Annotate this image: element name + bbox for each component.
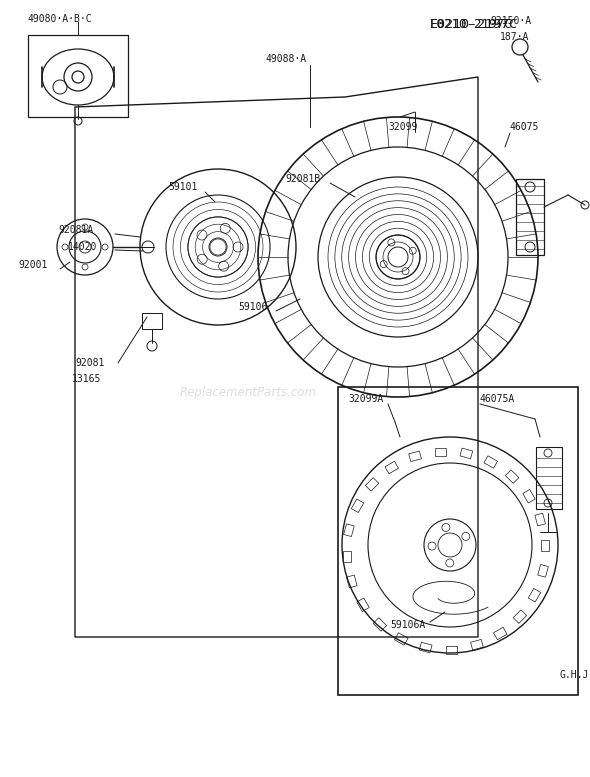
- Bar: [471, 639, 483, 650]
- Bar: [446, 646, 457, 653]
- Text: 92150·A: 92150·A: [490, 16, 531, 26]
- Text: 46075: 46075: [510, 122, 539, 132]
- Bar: [523, 490, 535, 503]
- Text: E0210-2197C: E0210-2197C: [430, 19, 518, 32]
- Bar: [343, 524, 354, 537]
- Bar: [541, 539, 549, 550]
- Text: 32099: 32099: [388, 122, 417, 132]
- Bar: [537, 564, 548, 577]
- Bar: [343, 550, 351, 562]
- Bar: [535, 514, 546, 526]
- Bar: [460, 448, 473, 458]
- Bar: [536, 447, 562, 509]
- Bar: [528, 588, 540, 602]
- Text: 46075A: 46075A: [480, 394, 515, 404]
- Bar: [513, 610, 527, 623]
- Text: 92081B: 92081B: [285, 174, 320, 184]
- Bar: [373, 618, 386, 631]
- Bar: [142, 313, 162, 329]
- Text: 92001: 92001: [18, 260, 47, 270]
- Bar: [435, 448, 446, 455]
- Bar: [506, 470, 519, 483]
- Bar: [351, 499, 363, 513]
- Text: G.H.J: G.H.J: [560, 670, 589, 680]
- Bar: [516, 179, 544, 255]
- Text: 59106A: 59106A: [390, 620, 425, 630]
- Text: 187·A: 187·A: [500, 32, 529, 42]
- Bar: [493, 627, 507, 639]
- Text: 92081A: 92081A: [58, 225, 93, 235]
- Bar: [346, 575, 357, 587]
- Text: 92081: 92081: [75, 358, 104, 368]
- Bar: [419, 643, 432, 653]
- Text: E0210-2197C: E0210-2197C: [430, 19, 513, 32]
- Bar: [395, 632, 408, 645]
- Text: 14020: 14020: [68, 242, 97, 252]
- Bar: [338, 387, 578, 695]
- Text: 13165: 13165: [72, 374, 101, 384]
- Text: 32099A: 32099A: [348, 394, 384, 404]
- Text: 59106: 59106: [238, 302, 267, 312]
- Bar: [484, 456, 497, 469]
- Bar: [365, 478, 379, 491]
- Text: 49088·A: 49088·A: [265, 54, 306, 64]
- Text: ReplacementParts.com: ReplacementParts.com: [179, 386, 316, 399]
- Bar: [28, 35, 128, 117]
- Text: 59101: 59101: [168, 182, 198, 192]
- Bar: [385, 462, 398, 474]
- Bar: [357, 598, 369, 611]
- Text: 49080·A·B·C: 49080·A·B·C: [28, 14, 93, 24]
- Bar: [409, 451, 421, 462]
